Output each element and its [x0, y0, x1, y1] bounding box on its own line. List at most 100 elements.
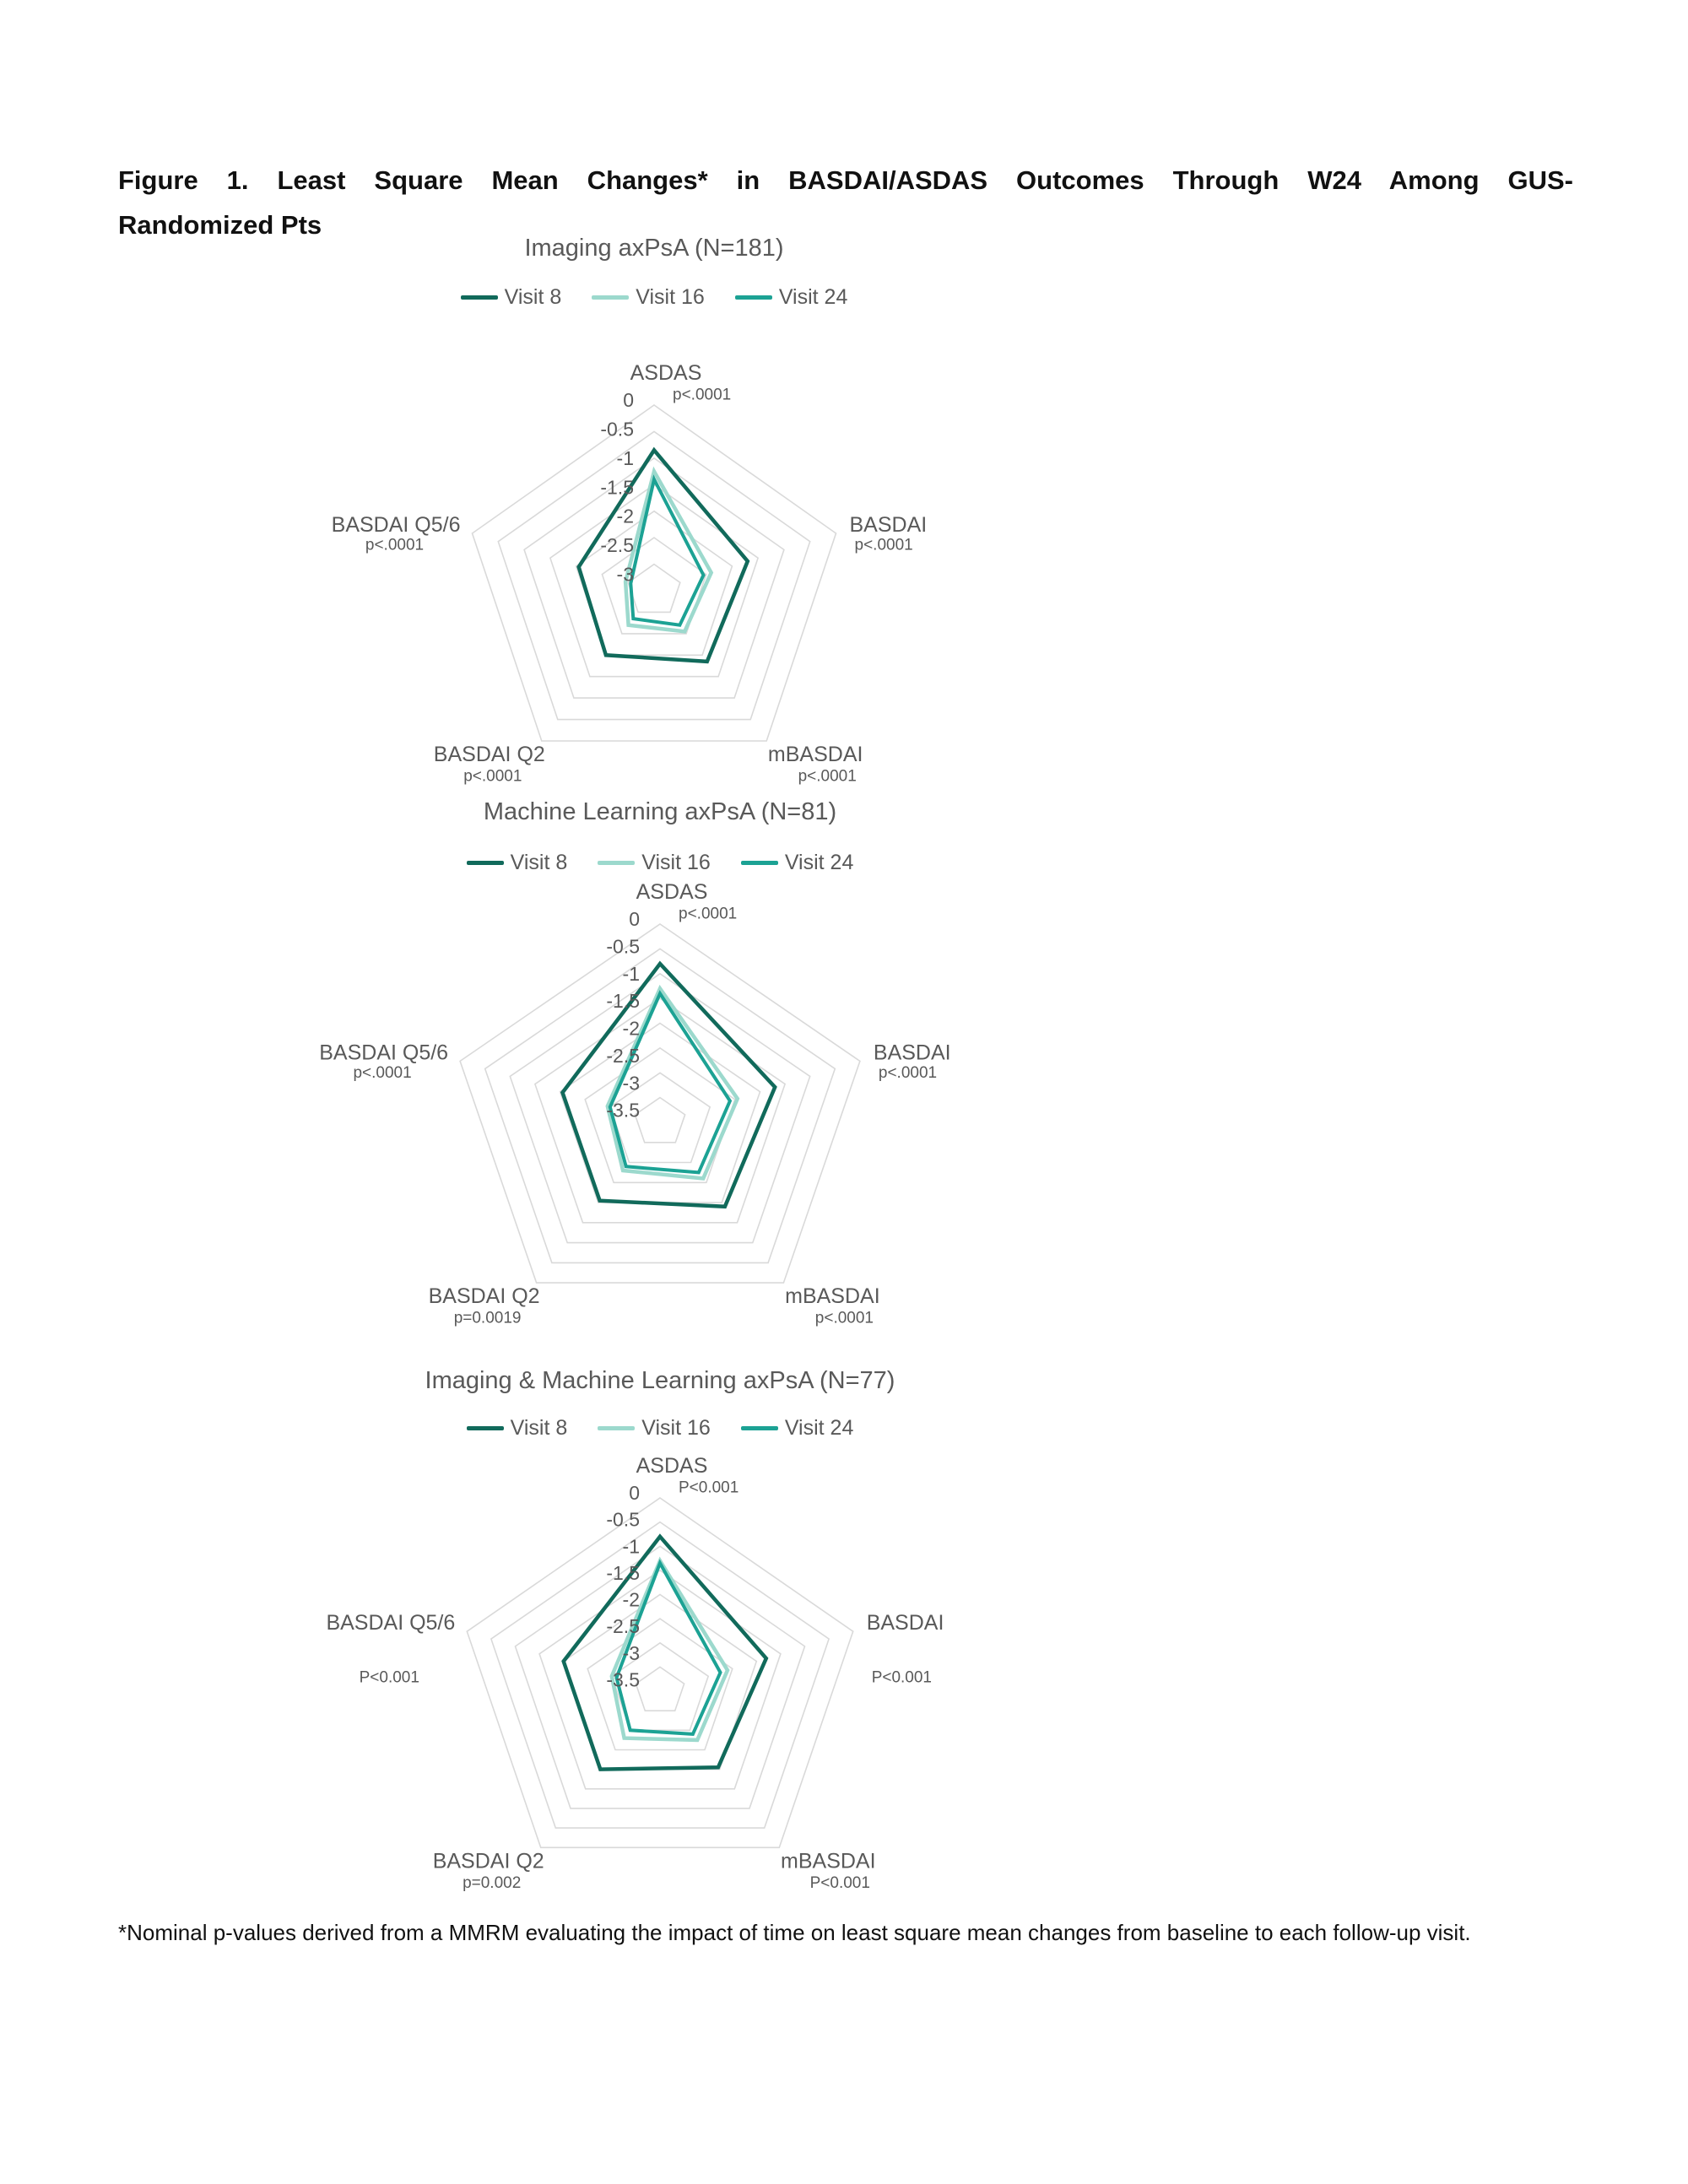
figure-title: Figure 1. Least Square Mean Changes* in …	[118, 167, 1573, 238]
ring-gridline	[490, 1521, 830, 1829]
tick-label: -2.5	[600, 534, 634, 556]
tick-label: -2	[617, 505, 634, 527]
p-value-label: p<.0001	[463, 768, 522, 786]
category-label-mbasdai: mBASDAI	[781, 1849, 876, 1873]
series-polygon-visit-24	[629, 474, 706, 627]
p-value-label: P<0.001	[360, 1669, 419, 1687]
legend-swatch-icon	[592, 295, 630, 300]
series-polygon-visit-16	[605, 984, 740, 1181]
tick-label: -1.5	[606, 990, 640, 1012]
legend-swatch-icon	[466, 861, 504, 865]
legend-item-label: Visit 8	[510, 851, 568, 874]
tick-label: -0.5	[600, 418, 634, 440]
legend-item-label: Visit 24	[784, 1416, 854, 1440]
series-polygon-visit-8	[560, 960, 777, 1209]
chart-title-imaging-and-ml: Imaging & Machine Learning axPsA (N=77)	[425, 1367, 895, 1394]
tick-label: -1	[617, 447, 634, 469]
ring-gridline	[538, 1569, 782, 1790]
legend-item-label: Visit 24	[778, 285, 848, 309]
tick-label: -1	[623, 1535, 640, 1557]
tick-label: -1.5	[606, 1562, 640, 1584]
tick-label: -1	[623, 963, 640, 985]
p-value-label: p=0.0019	[454, 1310, 522, 1327]
series-polygon-visit-24	[614, 1559, 722, 1736]
p-value-label: p<.0001	[679, 905, 737, 923]
legend-imaging: Visit 8 Visit 16 Visit 24	[232, 285, 1076, 310]
series-polygon-visit-16	[623, 466, 714, 634]
ring-gridline	[459, 923, 861, 1284]
ring-gridline	[471, 404, 837, 742]
p-value-label: p<.0001	[815, 1310, 874, 1327]
category-label-basdai-q2: BASDAI Q2	[429, 1284, 540, 1308]
tick-label: 0	[629, 908, 640, 930]
series-polygon-visit-24	[608, 990, 733, 1175]
legend-item-visit-8: Visit 8	[460, 285, 562, 310]
tick-label: -3	[623, 1642, 640, 1664]
legend-item-label: Visit 8	[510, 1416, 568, 1440]
tick-label: -2.5	[606, 1615, 640, 1637]
chart-title-machine-learning: Machine Learning axPsA (N=81)	[483, 798, 837, 825]
tick-label: -3.5	[606, 1668, 640, 1690]
tick-label: -0.5	[606, 935, 640, 957]
tick-label: -1.5	[600, 476, 634, 498]
ring-gridline	[635, 1666, 685, 1711]
p-value-label: p<.0001	[353, 1064, 411, 1082]
legend-item-visit-8: Visit 8	[466, 851, 568, 875]
series-polygon-visit-8	[576, 446, 750, 664]
legend-item-visit-16: Visit 16	[592, 285, 705, 310]
tick-label: -2	[623, 1018, 640, 1040]
legend-item-visit-8: Visit 8	[466, 1416, 568, 1441]
p-value-label: p=0.002	[463, 1874, 521, 1892]
tick-label: -3.5	[606, 1100, 640, 1122]
legend-item-visit-24: Visit 24	[734, 285, 848, 310]
ring-gridline	[466, 1497, 854, 1849]
legend-item-label: Visit 16	[641, 1416, 711, 1440]
ring-gridline	[523, 457, 785, 699]
tick-label: 0	[623, 389, 634, 411]
category-label-basdai: BASDAI	[867, 1611, 944, 1635]
ring-gridline	[627, 563, 681, 614]
ring-gridline	[601, 537, 707, 635]
tick-label: -3	[623, 1072, 640, 1094]
legend-item-label: Visit 16	[641, 851, 711, 874]
p-value-label: p<.0001	[673, 387, 731, 404]
category-label-basdai-q5-6: BASDAI Q5/6	[326, 1611, 455, 1635]
legend-item-label: Visit 24	[784, 851, 854, 874]
legend-swatch-icon	[740, 1426, 778, 1430]
ring-gridline	[509, 972, 811, 1244]
legend-swatch-icon	[460, 295, 498, 300]
legend-item-visit-16: Visit 16	[598, 851, 711, 875]
category-label-basdai-q2: BASDAI Q2	[434, 743, 545, 766]
figure-title-line2: Randomized Pts	[118, 210, 322, 240]
ring-gridline	[634, 1096, 686, 1143]
legend-swatch-icon	[734, 295, 772, 300]
p-value-label: p<.0001	[365, 537, 424, 554]
legend-swatch-icon	[598, 1426, 636, 1430]
chart-title-imaging: Imaging axPsA (N=181)	[524, 235, 784, 262]
legend-item-visit-24: Visit 24	[740, 851, 854, 875]
legend-swatch-icon	[598, 861, 636, 865]
ring-gridline	[549, 484, 760, 678]
legend-machine-learning: Visit 8 Visit 16 Visit 24	[238, 851, 1082, 875]
p-value-label: P<0.001	[679, 1479, 738, 1497]
tick-label: -2.5	[606, 1045, 640, 1067]
tick-label: -0.5	[606, 1509, 640, 1531]
figure-title-line1: Figure 1. Least Square Mean Changes* in …	[118, 165, 1573, 195]
legend-item-label: Visit 8	[504, 285, 562, 309]
tick-label: 0	[629, 1482, 640, 1504]
legend-item-label: Visit 16	[636, 285, 705, 309]
ring-gridline	[575, 510, 733, 657]
category-label-asdas: ASDAS	[636, 880, 708, 904]
category-label-asdas: ASDAS	[630, 361, 702, 385]
category-label-basdai: BASDAI	[850, 513, 928, 537]
p-value-label: p<.0001	[798, 768, 857, 786]
ring-gridline	[514, 1545, 806, 1809]
category-label-mbasdai: mBASDAI	[768, 743, 863, 766]
p-value-label: P<0.001	[810, 1874, 870, 1892]
ring-gridline	[484, 948, 836, 1264]
p-value-label: P<0.001	[872, 1669, 932, 1687]
category-label-basdai-q5-6: BASDAI Q5/6	[319, 1041, 448, 1064]
ring-gridline	[609, 1072, 711, 1164]
